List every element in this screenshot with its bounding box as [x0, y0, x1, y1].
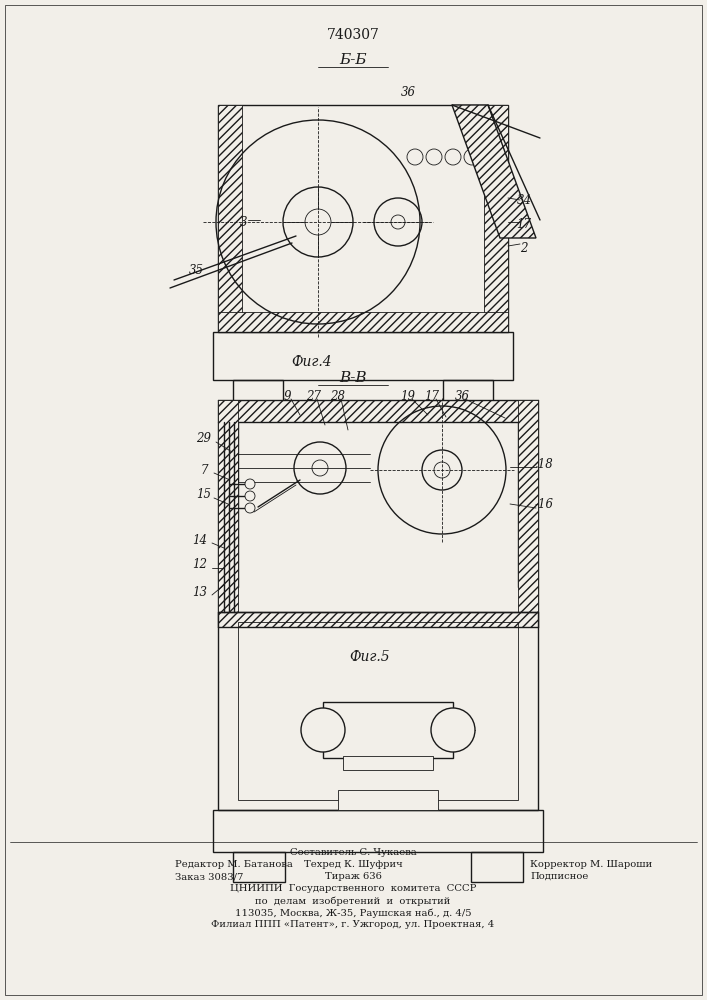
Text: ЦНИИПИ  Государственного  комитета  СССР: ЦНИИПИ Государственного комитета СССР — [230, 884, 477, 893]
Text: Фиг.4: Фиг.4 — [292, 355, 332, 369]
Bar — [213, 332, 513, 380]
Text: 3: 3 — [240, 216, 247, 229]
Bar — [518, 400, 538, 627]
Text: 15: 15 — [197, 488, 211, 502]
Bar — [218, 400, 538, 422]
Text: 35: 35 — [189, 263, 204, 276]
Text: Заказ 3083/7: Заказ 3083/7 — [175, 872, 243, 881]
Text: Б-Б: Б-Б — [339, 53, 367, 67]
Bar — [233, 380, 283, 414]
Text: Тираж 636: Тираж 636 — [325, 872, 382, 881]
Bar — [323, 702, 453, 758]
Text: 2: 2 — [520, 241, 527, 254]
Text: Редактор М. Батанова: Редактор М. Батанова — [175, 860, 293, 869]
Text: .18: .18 — [534, 458, 554, 472]
Circle shape — [431, 708, 475, 752]
Bar — [218, 312, 508, 332]
Circle shape — [245, 503, 255, 513]
Bar — [218, 612, 538, 627]
Text: 34: 34 — [517, 194, 532, 207]
Text: 36: 36 — [400, 86, 416, 99]
Text: 29: 29 — [197, 432, 211, 444]
Text: 7: 7 — [200, 464, 208, 477]
Bar — [343, 756, 433, 770]
Circle shape — [245, 491, 255, 501]
Text: 113035, Москва, Ж-35, Раушская наб., д. 4/5: 113035, Москва, Ж-35, Раушская наб., д. … — [235, 908, 472, 918]
Bar — [338, 790, 438, 810]
Text: Подписное: Подписное — [530, 872, 588, 881]
Bar — [443, 380, 493, 414]
Bar — [233, 852, 285, 882]
Text: 12: 12 — [192, 558, 207, 572]
Circle shape — [301, 708, 345, 752]
Text: Фиг.5: Фиг.5 — [350, 650, 390, 664]
Bar — [213, 810, 543, 852]
Polygon shape — [452, 105, 536, 238]
Text: Техред К. Шуфрич: Техред К. Шуфрич — [303, 860, 402, 869]
Text: 9: 9 — [284, 389, 291, 402]
Text: по  делам  изобретений  и  открытий: по делам изобретений и открытий — [255, 896, 450, 906]
Text: Корректор М. Шароши: Корректор М. Шароши — [530, 860, 653, 869]
Text: 28: 28 — [330, 389, 346, 402]
Text: 36: 36 — [455, 389, 469, 402]
Circle shape — [245, 479, 255, 489]
Text: 740307: 740307 — [327, 28, 380, 42]
Bar — [218, 105, 508, 332]
Text: 13: 13 — [192, 585, 207, 598]
Bar — [218, 612, 538, 810]
Text: 17: 17 — [424, 389, 440, 402]
Text: 14: 14 — [192, 534, 207, 546]
Bar — [218, 105, 242, 332]
Bar — [218, 400, 238, 627]
Text: 19: 19 — [400, 389, 416, 402]
Bar — [471, 852, 523, 882]
Text: Составитель С. Чукаева: Составитель С. Чукаева — [290, 848, 416, 857]
Bar — [484, 105, 508, 332]
Text: Филиал ППП «Патент», г. Ужгород, ул. Проектная, 4: Филиал ППП «Патент», г. Ужгород, ул. Про… — [211, 920, 495, 929]
Text: В-В: В-В — [339, 371, 367, 385]
Bar — [238, 622, 518, 800]
Text: 17: 17 — [517, 219, 532, 232]
Text: -16: -16 — [534, 498, 554, 512]
Text: 27: 27 — [307, 389, 322, 402]
